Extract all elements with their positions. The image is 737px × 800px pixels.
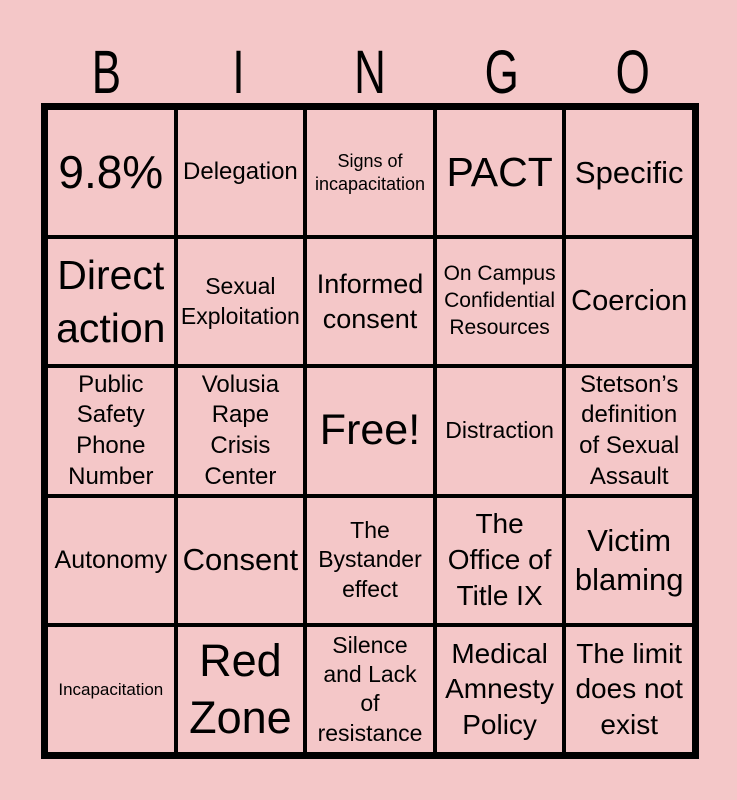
bingo-title-letter-n: N [354,38,386,107]
bingo-title-column-i: I [173,0,305,103]
bingo-cell-r5c1[interactable]: Incapacitation [46,624,176,754]
bingo-title-column-g: G [436,0,568,103]
bingo-cell-r2c4[interactable]: On Campus Confidential Resources [434,237,565,367]
bingo-cell-r4c2[interactable]: Consent [175,495,306,625]
bingo-cell-r4c4[interactable]: The Office of Title IX [434,495,565,625]
bingo-cell-r3c4[interactable]: Distraction [434,366,565,496]
bingo-cell-r1c4[interactable]: PACT [434,108,565,238]
bingo-cell-r5c4[interactable]: Medical Amnesty Policy [434,624,565,754]
bingo-cell-r5c2[interactable]: Red Zone [175,624,306,754]
bingo-cell-r1c1[interactable]: 9.8% [46,108,176,238]
bingo-title-column-o: O [567,0,699,103]
bingo-title-letter-i: I [232,38,245,107]
bingo-title-letter-o: O [616,38,651,107]
bingo-cell-r3c5[interactable]: Stetson’s definition of Sexual Assault [564,366,694,496]
bingo-title-column-b: B [41,0,173,103]
bingo-cell-r2c3[interactable]: Informed consent [305,237,435,367]
bingo-cell-r3c2[interactable]: Volusia Rape Crisis Center [175,366,306,496]
bingo-cell-r1c2[interactable]: Delegation [175,108,306,238]
bingo-cell-r2c1[interactable]: Direct action [46,237,176,367]
bingo-cell-r5c5[interactable]: The limit does not exist [564,624,694,754]
bingo-cell-r4c3[interactable]: The Bystander effect [305,495,435,625]
bingo-cell-r1c5[interactable]: Specific [564,108,694,238]
bingo-cell-r5c3[interactable]: Silence and Lack of resistance [305,624,435,754]
bingo-title-column-n: N [304,0,436,103]
bingo-card: 9.8% Delegation Signs of incapacitation PAC… [41,103,699,759]
bingo-cell-r4c1[interactable]: Autonomy [46,495,176,625]
bingo-cell-free-space[interactable]: Free! [305,366,435,496]
bingo-title: B I N G O [41,0,699,103]
bingo-title-letter-b: B [92,38,122,107]
bingo-title-letter-g: G [484,38,519,107]
bingo-cell-r4c5[interactable]: Victim blaming [564,495,694,625]
bingo-cell-r2c2[interactable]: Sexual Exploitation [175,237,306,367]
bingo-cell-r2c5[interactable]: Coercion [564,237,694,367]
bingo-cell-r3c1[interactable]: Public Safety Phone Number [46,366,176,496]
bingo-cell-r1c3[interactable]: Signs of incapacitation [305,108,435,238]
